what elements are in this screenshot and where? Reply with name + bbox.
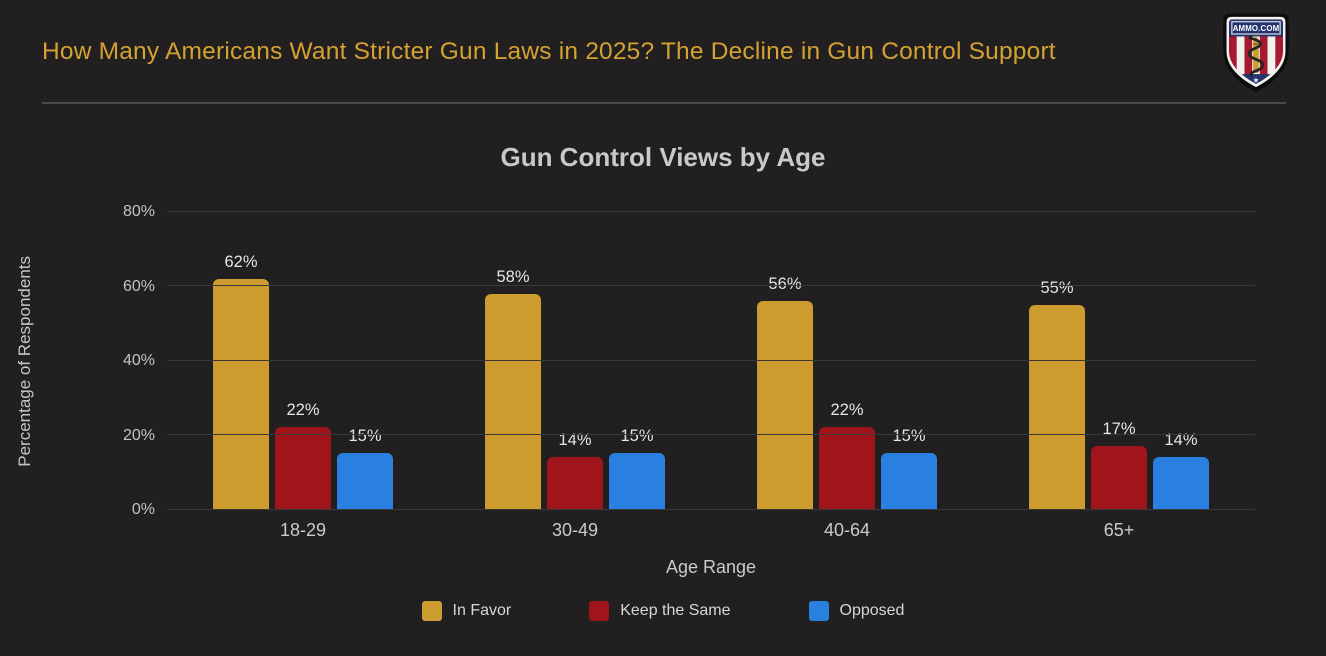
bar-opposed-65+: 14% — [1153, 212, 1209, 509]
bar-opposed-40-64: 15% — [881, 212, 937, 509]
logo-banner — [1229, 19, 1283, 37]
bar-value-label: 14% — [1164, 431, 1198, 450]
legend: In Favor Keep the Same Opposed — [0, 601, 1326, 621]
legend-label: Keep the Same — [620, 602, 731, 619]
bar-keep-the-same-40-64: 22% — [819, 212, 875, 509]
bar-value-label: 15% — [348, 427, 382, 446]
chart-title: Gun Control Views by Age — [500, 142, 826, 172]
x-category-label: 30-49 — [551, 520, 599, 540]
legend-swatch-keep-the-same — [589, 601, 610, 621]
plot-column: 62% 22% 15% 58% 14% 15% 56% 22% 15% 55% 17% 14% 18-… — [167, 211, 1255, 578]
bar-rect-in-favor — [757, 301, 813, 509]
header-divider — [42, 102, 1286, 104]
bar-in-favor-65+: 55% — [1029, 212, 1085, 509]
bar-rect-in-favor — [213, 278, 269, 509]
legend-label: In Favor — [452, 602, 512, 619]
category-labels: 18-29 30-49 40-64 65+ — [167, 520, 1255, 541]
x-category-label: 18-29 — [279, 520, 327, 540]
bar-value-label: 22% — [286, 401, 320, 420]
bullet-and-snake-icon — [1247, 35, 1265, 77]
logo-bottom-chevron — [1229, 74, 1283, 84]
y-tick-label: 80% — [122, 203, 155, 220]
bar-groups: 62% 22% 15% 58% 14% 15% 56% 22% 15% 55% 17% 14% — [167, 212, 1255, 509]
y-tick-label: 20% — [122, 426, 155, 444]
bar-in-favor-30-49: 58% — [485, 212, 541, 509]
gridline — [167, 211, 1255, 212]
legend-item-opposed: Opposed — [808, 601, 905, 621]
legend-item-keep-the-same: Keep the Same — [589, 601, 731, 621]
y-tick-label: 40% — [122, 352, 155, 369]
banner-frame — [1231, 21, 1281, 35]
ammo-logo: AMMO.COM ★ — [1223, 13, 1289, 93]
bar-group-30-49: 58% 14% 15% — [439, 212, 711, 509]
bar-rect-opposed — [337, 453, 393, 509]
bar-group-65+: 55% 17% 14% — [983, 212, 1255, 509]
red-stripes — [1229, 19, 1283, 84]
bar-value-label: 15% — [620, 427, 654, 446]
gridline — [167, 359, 1255, 361]
bar-in-favor-18-29: 62% — [213, 212, 269, 509]
legend-label: Opposed — [839, 602, 905, 619]
y-tick-label: 60% — [122, 277, 155, 295]
bar-rect-keep-the-same — [547, 457, 603, 509]
bar-value-label: 14% — [558, 431, 592, 450]
x-category-label: 65+ — [1103, 520, 1135, 540]
bar-rect-keep-the-same — [819, 427, 875, 509]
bar-rect-opposed — [881, 453, 937, 509]
y-axis-title: Percentage of Respondents — [15, 255, 34, 467]
page-title: How Many Americans Want Stricter Gun Law… — [42, 38, 1056, 65]
bar-keep-the-same-18-29: 22% — [275, 212, 331, 509]
bar-rect-keep-the-same — [1091, 445, 1147, 509]
bar-rect-in-favor — [1029, 304, 1085, 509]
y-axis-ticks: 0% 20% 40% 60% 80% — [50, 203, 167, 518]
legend-item-in-favor: In Favor — [421, 601, 512, 621]
legend-swatch-opposed — [808, 601, 829, 621]
y-tick-label: 0% — [131, 501, 155, 518]
gridline — [167, 285, 1255, 287]
bar-in-favor-40-64: 56% — [757, 212, 813, 509]
bar-value-label: 17% — [1102, 419, 1136, 438]
gridline — [167, 433, 1255, 435]
bar-rect-keep-the-same — [275, 427, 331, 509]
bar-value-label: 15% — [892, 427, 926, 446]
bar-group-40-64: 56% 22% 15% — [711, 212, 983, 509]
bar-rect-opposed — [1153, 457, 1209, 509]
y-axis-title-column: Percentage of Respondents — [0, 212, 50, 510]
bar-rect-opposed — [609, 453, 665, 509]
bar-opposed-30-49: 15% — [609, 212, 665, 509]
bar-value-label: 58% — [496, 267, 530, 286]
bar-value-label: 62% — [224, 252, 258, 271]
chart-body: Percentage of Respondents 0% 20% 40% 60% 80%… — [0, 203, 1326, 578]
bar-value-label: 22% — [830, 401, 864, 420]
x-category-label: 40-64 — [823, 520, 871, 540]
bar-value-label: 55% — [1040, 278, 1074, 297]
x-axis-title: Age Range — [665, 557, 757, 577]
bar-rect-in-favor — [485, 293, 541, 509]
bar-group-18-29: 62% 22% 15% — [167, 212, 439, 509]
logo-wordmark: AMMO.COM — [1233, 24, 1280, 33]
plot-area: 62% 22% 15% 58% 14% 15% 56% 22% 15% 55% 17% 14% — [167, 211, 1255, 510]
bar-value-label: 56% — [768, 275, 802, 294]
star-icon: ★ — [1253, 77, 1259, 85]
bar-keep-the-same-30-49: 14% — [547, 212, 603, 509]
bar-keep-the-same-65+: 17% — [1091, 212, 1147, 509]
bar-opposed-18-29: 15% — [337, 212, 393, 509]
legend-swatch-in-favor — [421, 601, 442, 621]
